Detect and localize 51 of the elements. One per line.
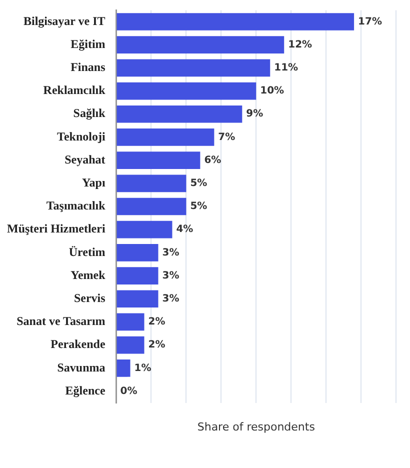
data-label: 2% (148, 340, 166, 351)
data-label: 9% (246, 108, 264, 120)
bar (116, 13, 354, 30)
bar (116, 360, 130, 377)
data-label: 3% (162, 293, 180, 304)
y-tick-label: Taşımacılık (46, 198, 106, 213)
data-label: 17% (358, 16, 382, 28)
x-axis-title: Share of respondents (197, 420, 316, 434)
data-label: 5% (190, 201, 208, 212)
bar (116, 244, 158, 262)
y-tick-label: Finans (70, 60, 106, 74)
bar (116, 152, 200, 169)
data-label: 5% (190, 178, 208, 189)
bar (116, 128, 214, 146)
y-tick-label: Eğlence (65, 383, 106, 398)
data-label: 12% (288, 39, 312, 50)
bar (116, 198, 186, 216)
bar (116, 82, 256, 100)
y-tick-label: Bilgisayar ve IT (23, 14, 106, 28)
y-tick-label: Yapı (82, 176, 106, 190)
data-label: 3% (162, 247, 180, 258)
bar (116, 336, 144, 354)
data-label: 2% (148, 316, 166, 328)
data-label: 6% (204, 154, 222, 166)
y-tick-label: Seyahat (64, 152, 106, 166)
data-label: 11% (274, 62, 298, 74)
bar (116, 267, 158, 284)
y-tick-label: Müşteri Hizmetleri (6, 222, 106, 236)
y-tick-label: Perakende (50, 337, 106, 352)
y-tick-label: Servis (74, 290, 106, 305)
data-label: 3% (162, 270, 180, 282)
y-tick-label: Savunma (57, 360, 106, 374)
y-tick-label: Eğitim (70, 36, 106, 51)
y-tick-label: Sağlık (73, 106, 106, 120)
bar (116, 59, 270, 77)
data-label: 4% (176, 224, 194, 236)
y-tick-label: Teknoloji (57, 129, 106, 144)
y-tick-label: Reklamcılık (43, 83, 106, 98)
bar (116, 290, 158, 308)
data-label: 7% (218, 132, 236, 143)
data-label: 0% (120, 386, 138, 397)
y-tick-label: Sanat ve Tasarım (16, 314, 106, 328)
bar (116, 220, 172, 238)
bar (116, 105, 242, 123)
y-tick-label: Yemek (70, 268, 106, 282)
data-label: 1% (134, 362, 152, 374)
bar (116, 313, 144, 331)
data-label: 10% (260, 86, 284, 97)
y-tick-label: Üretim (68, 244, 106, 259)
bar (116, 36, 284, 54)
bar (116, 174, 186, 192)
